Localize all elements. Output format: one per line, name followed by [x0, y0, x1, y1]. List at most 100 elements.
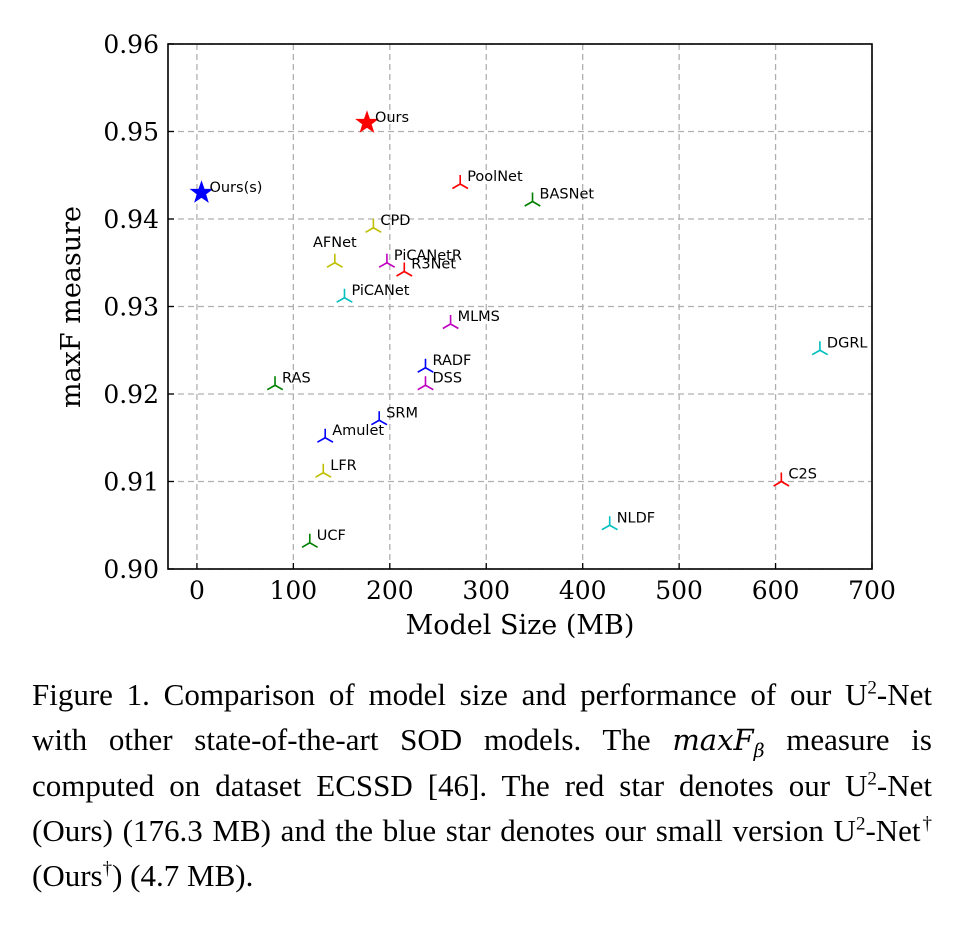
- point-label: DSS: [432, 370, 462, 386]
- point-nldf: NLDF: [601, 510, 655, 531]
- tri-marker-arm: [266, 384, 276, 391]
- x-tick-label: 300: [462, 576, 510, 605]
- tri-marker-arm: [396, 270, 405, 277]
- caption-sup-5: †: [102, 858, 113, 880]
- tri-marker-arm: [324, 437, 334, 443]
- x-tick-label: 100: [270, 576, 318, 605]
- x-axis-title: Model Size (MB): [406, 610, 635, 641]
- y-tick-label: 0.96: [103, 30, 159, 59]
- point-amulet: Amulet: [317, 423, 384, 443]
- x-tick-label: 500: [655, 576, 703, 605]
- point-label: RADF: [432, 353, 471, 369]
- point-ours-s: Ours(s): [189, 180, 262, 203]
- caption-math-sub: β: [753, 739, 765, 762]
- tri-marker-arm: [344, 297, 353, 303]
- tri-marker-arm: [317, 437, 326, 443]
- tri-marker-arm: [301, 542, 311, 548]
- tri-marker-arm: [334, 262, 343, 268]
- y-tick-label: 0.92: [103, 380, 159, 409]
- point-r3net: R3Net: [396, 257, 456, 277]
- point-ras: RAS: [266, 370, 311, 391]
- point-label: BASNet: [540, 187, 595, 203]
- point-dgrl: DGRL: [811, 335, 868, 356]
- point-c2s: C2S: [773, 467, 817, 487]
- tri-marker-arm: [425, 367, 434, 373]
- point-lfr: LFR: [315, 458, 357, 478]
- point-label: NLDF: [617, 510, 655, 526]
- tri-marker-arm: [811, 349, 821, 356]
- point-dss: DSS: [417, 370, 462, 391]
- tri-marker-arm: [378, 419, 388, 426]
- y-tick-label: 0.94: [103, 205, 159, 234]
- point-afnet: AFNet: [313, 235, 357, 268]
- tri-marker-arm: [373, 227, 382, 233]
- caption-text-2: -Net with other state-of-the-art SOD mod…: [32, 677, 932, 757]
- point-label: SRM: [386, 405, 418, 421]
- tri-marker-arm: [452, 183, 461, 190]
- point-label: C2S: [788, 467, 817, 483]
- tri-marker-arm: [309, 542, 319, 548]
- x-tick-label: 400: [559, 576, 607, 605]
- data-points: OursOurs(s)PoolNetBASNetCPDAFNetPiCANetR…: [189, 110, 868, 548]
- caption-sup-1: 2: [867, 677, 877, 699]
- caption-sup-2: 2: [867, 768, 877, 790]
- x-tick-label: 600: [752, 576, 800, 605]
- point-picanetr: PiCANetR: [378, 248, 462, 268]
- point-label: PoolNet: [467, 169, 523, 185]
- scatter-chart: 0 100 200 300 400 500 600 700 0.90 0.91 0.92 0.93 0.…: [56, 30, 896, 641]
- y-axis-title: maxF measure: [56, 206, 87, 408]
- point-label: Ours: [375, 110, 409, 126]
- tri-marker-arm: [609, 524, 618, 531]
- caption-text-6: (Ours: [32, 858, 103, 893]
- caption-text-1: Figure 1. Comparison of model size and p…: [32, 677, 868, 712]
- point-srm: SRM: [371, 405, 418, 426]
- tri-marker-arm: [532, 200, 541, 207]
- star-marker: [355, 110, 379, 133]
- point-label: PiCANetR: [394, 248, 462, 264]
- caption-text-7: ) (4.7 MB).: [112, 858, 254, 893]
- point-cpd: CPD: [365, 213, 410, 233]
- point-label: RAS: [282, 370, 311, 386]
- tri-marker-arm: [322, 472, 332, 478]
- point-label: MLMS: [458, 309, 500, 325]
- caption-text-5: -Net: [865, 813, 921, 848]
- point-label: R3Net: [411, 257, 456, 273]
- point-mlms: MLMS: [442, 309, 500, 330]
- y-tick-label: 0.90: [103, 555, 159, 584]
- point-label: Ours(s): [209, 180, 262, 196]
- axis-ticks: 0 100 200 300 400 500 600 700 0.90 0.91 0.92 0.93 0.…: [103, 30, 896, 605]
- x-tick-label: 0: [189, 576, 205, 605]
- figure-caption: Figure 1. Comparison of model size and p…: [32, 672, 932, 898]
- point-label: PiCANet: [351, 283, 409, 299]
- tri-marker-arm: [417, 367, 426, 373]
- y-tick-label: 0.95: [103, 118, 159, 147]
- point-label: DGRL: [827, 335, 868, 351]
- tri-marker-arm: [819, 349, 829, 356]
- grid-lines: [168, 43, 873, 570]
- caption-sup-3: 2: [855, 813, 866, 835]
- point-ours: Ours: [355, 110, 409, 133]
- y-tick-label: 0.93: [103, 293, 159, 322]
- star-marker: [189, 180, 214, 203]
- point-label: Amulet: [332, 423, 384, 439]
- tri-marker-arm: [773, 480, 782, 487]
- tri-marker-arm: [274, 384, 284, 391]
- tri-marker-arm: [378, 262, 388, 268]
- caption-text-4: -Net (Ours) (176.3 MB) and the blue star…: [32, 768, 932, 848]
- point-label: UCF: [317, 528, 346, 544]
- tri-marker-arm: [315, 472, 324, 478]
- tri-marker-arm: [403, 270, 413, 277]
- tri-marker-arm: [442, 323, 451, 330]
- point-basnet: BASNet: [524, 187, 595, 207]
- point-radf: RADF: [417, 353, 471, 373]
- tri-marker-arm: [336, 297, 345, 303]
- point-picanet: PiCANet: [336, 283, 410, 303]
- point-label: CPD: [380, 213, 410, 229]
- caption-text-3: measure is computed on dataset ECSSD [46…: [32, 722, 932, 803]
- caption-math: maxFβ: [672, 723, 764, 760]
- tri-marker-arm: [450, 323, 459, 330]
- caption-sup-4: †: [920, 813, 933, 835]
- tri-marker-arm: [417, 384, 426, 391]
- tri-marker-arm: [365, 227, 374, 233]
- tri-marker-arm: [601, 524, 611, 531]
